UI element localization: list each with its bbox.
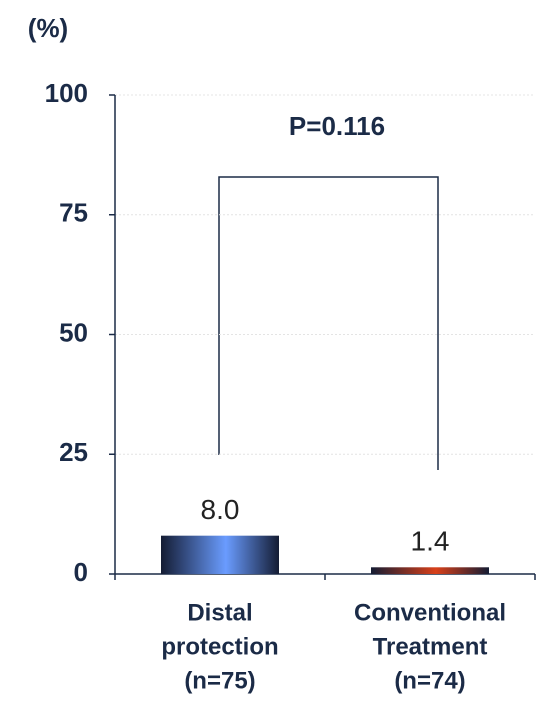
value-label: 8.0 [201, 494, 240, 525]
x-tick-label: Treatment [373, 633, 488, 660]
x-tick-label: (n=75) [184, 667, 255, 694]
annotation: P=0.116 [289, 111, 385, 141]
x-tick-label: Conventional [354, 599, 506, 626]
bar [371, 567, 489, 574]
y-tick-label: 75 [59, 198, 88, 228]
significance-bracket [218, 176, 439, 470]
y-tick-label: 0 [74, 557, 88, 587]
y-axis-label: (%) [28, 13, 68, 43]
x-tick-label: (n=74) [394, 667, 465, 694]
value-label: 1.4 [411, 526, 450, 557]
y-tick-label: 100 [45, 78, 88, 108]
bar [161, 535, 279, 574]
x-tick-label: protection [161, 633, 278, 660]
y-tick-label: 50 [59, 317, 88, 347]
y-tick-label: 25 [59, 437, 88, 467]
x-tick-label: Distal [187, 599, 252, 626]
